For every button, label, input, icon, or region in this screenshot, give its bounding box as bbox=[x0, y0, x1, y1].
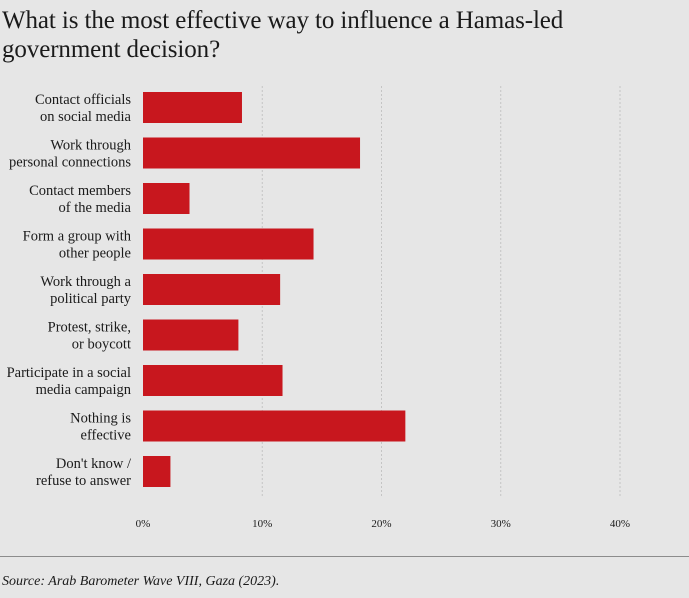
bar-6 bbox=[143, 365, 283, 396]
category-labels: Contact officials on social media Work thr… bbox=[7, 92, 132, 489]
category-label-6: Participate in a social media campaign bbox=[7, 365, 132, 398]
x-tick-label-40: 40% bbox=[610, 518, 630, 530]
category-label-1: Work through personal connections bbox=[9, 138, 132, 171]
category-label-4: Work through a political party bbox=[40, 274, 131, 307]
bar-chart: Contact officials on social media Work thr… bbox=[7, 86, 630, 530]
bars bbox=[143, 92, 406, 487]
chart-title: What is the most effective way to influe… bbox=[2, 7, 564, 63]
x-tick-label-20: 20% bbox=[371, 518, 391, 530]
category-label-7: Nothing is effective bbox=[70, 411, 131, 444]
category-label-8: Don't know / refuse to answer bbox=[36, 456, 132, 489]
bar-3 bbox=[143, 228, 314, 260]
bar-0 bbox=[143, 92, 242, 123]
footer-divider bbox=[0, 556, 689, 557]
x-axis-ticks: 0% 10% 20% 30% 40% bbox=[136, 518, 630, 530]
bar-5 bbox=[143, 319, 239, 351]
x-tick-label-30: 30% bbox=[491, 518, 511, 530]
bar-2 bbox=[143, 183, 190, 214]
x-tick-label-10: 10% bbox=[252, 518, 272, 530]
source-note: Source: Arab Barometer Wave VIII, Gaza (… bbox=[2, 574, 280, 589]
bar-8 bbox=[143, 456, 171, 487]
category-label-0: Contact officials on social media bbox=[35, 92, 132, 125]
category-label-3: Form a group with other people bbox=[23, 229, 132, 262]
bar-4 bbox=[143, 274, 281, 305]
bar-1 bbox=[143, 137, 361, 169]
category-label-5: Protest, strike, or boycott bbox=[48, 320, 131, 353]
category-label-2: Contact members of the media bbox=[29, 183, 131, 216]
bar-7 bbox=[143, 410, 406, 442]
x-tick-label-0: 0% bbox=[136, 518, 151, 530]
